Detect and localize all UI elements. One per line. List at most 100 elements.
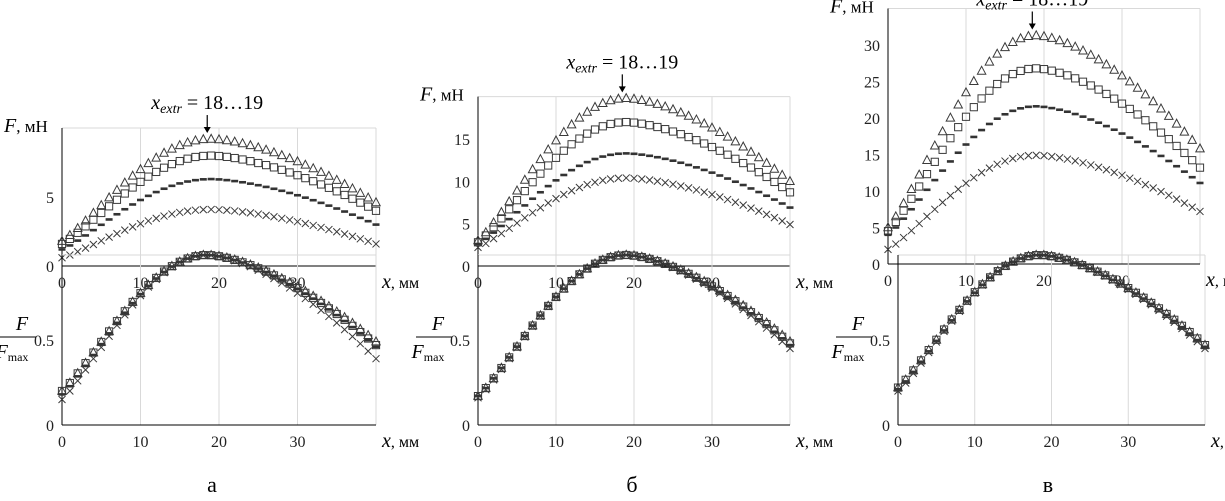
- point-triangle: [589, 101, 601, 111]
- point-square: [1039, 65, 1049, 74]
- point-triangle: [1163, 110, 1174, 120]
- y-tick-label: 10: [864, 184, 880, 201]
- point-square: [512, 196, 522, 205]
- point-cross: [65, 387, 74, 395]
- point-triangle: [1007, 36, 1018, 46]
- point-dash: [568, 168, 576, 172]
- point-cross: [1016, 254, 1025, 263]
- point-cross: [277, 214, 286, 223]
- point-cross: [1079, 158, 1087, 167]
- annotation-sub: extr: [575, 61, 597, 76]
- point-cross: [986, 274, 994, 282]
- point-square: [497, 214, 506, 223]
- point-dash: [948, 319, 956, 322]
- point-dash: [505, 217, 513, 221]
- point-square: [152, 273, 161, 283]
- point-dash: [591, 157, 599, 161]
- point-square: [371, 341, 381, 350]
- point-cross: [770, 213, 779, 222]
- point-cross: [332, 227, 341, 236]
- point-square: [1147, 298, 1156, 308]
- point-triangle: [206, 133, 217, 143]
- x-tick-label: 20: [626, 434, 642, 451]
- point-dash: [105, 218, 113, 221]
- point-cross: [923, 212, 931, 221]
- y-axis-label-numerator: F: [431, 313, 445, 335]
- y-tick-label: 0.5: [870, 333, 890, 350]
- point-cross: [723, 195, 732, 204]
- point-cross: [1149, 184, 1158, 192]
- point-cross: [372, 240, 380, 248]
- x-axis-label: x, мм: [1210, 430, 1225, 452]
- point-square: [551, 153, 561, 162]
- point-dash: [646, 154, 654, 158]
- point-triangle: [621, 92, 632, 103]
- point-cross: [591, 260, 599, 268]
- point-square: [1047, 66, 1056, 75]
- point-triangle: [753, 151, 764, 162]
- point-cross: [637, 253, 646, 262]
- point-cross: [254, 266, 263, 275]
- point-cross: [168, 210, 176, 218]
- point-dash: [685, 163, 693, 167]
- point-dash: [482, 237, 490, 241]
- point-dash: [763, 324, 771, 327]
- x-axis-var: x: [1210, 430, 1220, 452]
- point-dash: [599, 155, 607, 158]
- point-square: [473, 392, 483, 401]
- point-square: [340, 190, 349, 200]
- point-dash: [474, 242, 482, 246]
- point-cross: [932, 338, 941, 346]
- point-triangle: [1116, 69, 1128, 80]
- point-cross: [946, 191, 955, 200]
- point-cross: [1196, 207, 1204, 216]
- y-axis-label-numerator: F: [15, 313, 29, 335]
- point-dash: [536, 190, 544, 194]
- point-dash: [925, 350, 933, 353]
- point-triangle: [652, 98, 663, 108]
- point-dash: [341, 210, 349, 213]
- denominator-var: F: [411, 341, 425, 363]
- point-cross: [1170, 318, 1179, 327]
- point-square: [544, 161, 553, 170]
- point-triangle: [898, 197, 909, 208]
- point-cross: [332, 319, 341, 327]
- annotation-var: x: [150, 92, 160, 114]
- point-dash: [341, 319, 349, 323]
- x-axis-unit: , мм: [1215, 273, 1225, 290]
- point-square: [961, 112, 971, 121]
- point-square: [536, 169, 545, 178]
- point-dash: [575, 164, 583, 168]
- point-triangle: [213, 133, 225, 144]
- point-square: [668, 262, 678, 272]
- point-dash: [894, 388, 902, 391]
- denominator-var: F: [0, 341, 9, 363]
- point-square: [332, 309, 341, 319]
- point-cross: [1055, 254, 1064, 262]
- point-cross: [222, 254, 231, 263]
- point-cross: [270, 274, 278, 283]
- point-square: [1133, 110, 1142, 119]
- point-cross: [528, 208, 537, 217]
- point-cross: [309, 300, 318, 309]
- point-dash: [191, 178, 199, 182]
- point-dash: [325, 204, 333, 207]
- point-triangle: [714, 126, 725, 136]
- point-square: [916, 356, 926, 365]
- point-cross: [993, 267, 1002, 276]
- point-dash: [309, 297, 317, 300]
- point-square: [907, 194, 916, 203]
- point-triangle: [119, 177, 130, 187]
- point-cross: [1172, 195, 1181, 204]
- point-triangle: [166, 143, 177, 153]
- point-dash: [970, 135, 978, 139]
- point-cross: [191, 206, 200, 215]
- point-dash: [286, 282, 294, 286]
- point-dash: [215, 178, 223, 181]
- point-triangle: [72, 222, 83, 233]
- point-triangle: [151, 152, 162, 162]
- point-cross: [884, 245, 892, 254]
- panel-label-b: б: [626, 472, 637, 497]
- point-cross: [536, 203, 545, 212]
